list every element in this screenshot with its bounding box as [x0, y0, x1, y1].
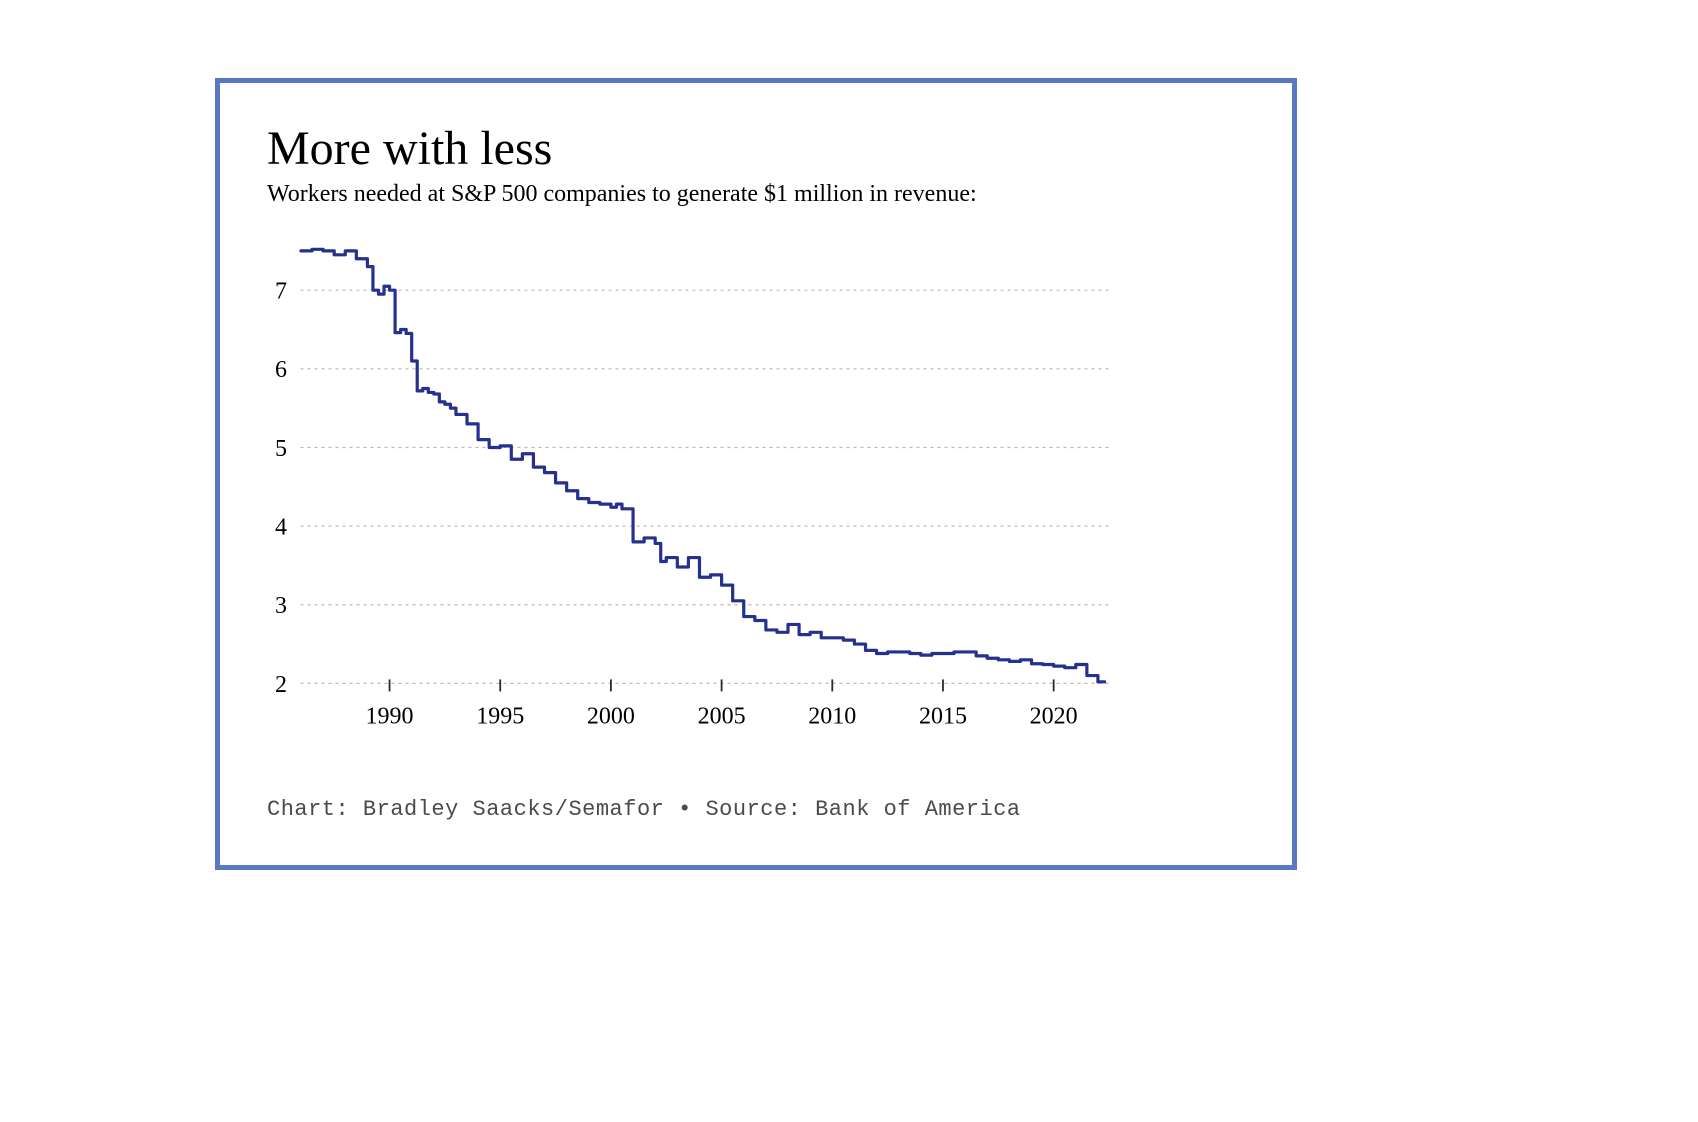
x-tick-label: 1990	[366, 703, 414, 729]
x-tick-label: 2000	[587, 703, 635, 729]
x-tick-label: 2015	[919, 703, 967, 729]
page-canvas: More with less Workers needed at S&P 500…	[0, 0, 1698, 1122]
y-tick-label: 4	[275, 515, 287, 541]
x-tick-label: 2005	[698, 703, 746, 729]
chart-card: More with less Workers needed at S&P 500…	[215, 78, 1297, 870]
x-tick-label: 2010	[808, 703, 856, 729]
y-tick-label: 2	[275, 672, 287, 698]
x-tick-label: 1995	[476, 703, 524, 729]
y-tick-label: 3	[275, 593, 287, 619]
y-tick-label: 5	[275, 436, 287, 462]
chart-title: More with less	[267, 121, 552, 176]
line-chart: 2 3 4 5 6 7 1990 1995 2000 2005 2010 2015 2020	[245, 233, 1119, 763]
x-tick-label: 2020	[1030, 703, 1078, 729]
series-line	[301, 249, 1105, 682]
chart-caption: Chart: Bradley Saacks/Semafor • Source: …	[267, 797, 1021, 822]
y-tick-label: 7	[275, 279, 287, 305]
y-tick-label: 6	[275, 357, 287, 383]
chart-subtitle: Workers needed at S&P 500 companies to g…	[267, 181, 977, 208]
